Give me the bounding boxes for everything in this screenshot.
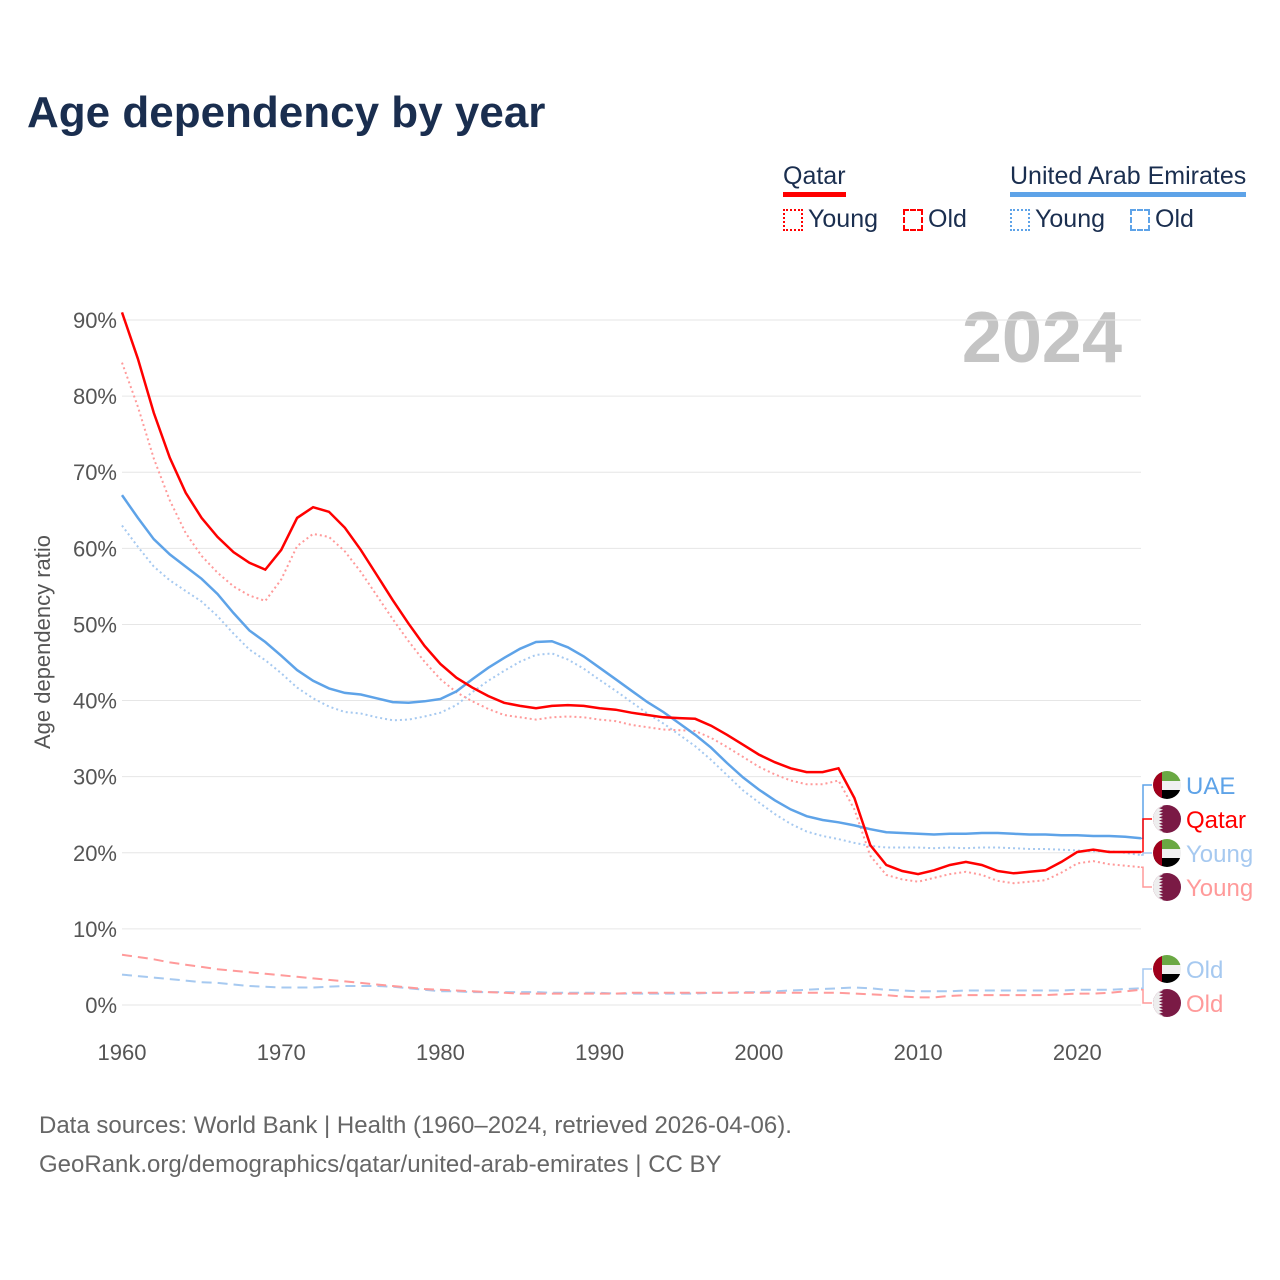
legend-qatar-old[interactable]: Old bbox=[903, 205, 967, 234]
series-line-qatar-old[interactable] bbox=[121, 953, 1142, 999]
qatar-flag-icon bbox=[1153, 873, 1181, 901]
y-tick-label: 0% bbox=[85, 993, 117, 1018]
end-label: Qatar bbox=[1186, 807, 1246, 834]
legend-qatar[interactable]: Qatar bbox=[783, 162, 846, 197]
uae-flag-icon bbox=[1153, 771, 1181, 799]
uae-flag-icon bbox=[1153, 955, 1181, 983]
footer: Data sources: World Bank | Health (1960–… bbox=[39, 1106, 792, 1184]
qatar-flag-icon bbox=[1153, 989, 1181, 1017]
legend-label: Young bbox=[1035, 205, 1105, 233]
uae-flag-icon bbox=[1153, 839, 1181, 867]
x-tick-label: 2020 bbox=[1053, 1040, 1102, 1065]
label-connector bbox=[1141, 852, 1152, 856]
y-tick-label: 10% bbox=[73, 917, 117, 942]
legend-uae[interactable]: United Arab Emirates bbox=[1010, 162, 1247, 197]
source-link[interactable]: GeoRank.org/demographics/qatar/united-ar… bbox=[39, 1151, 722, 1178]
y-tick-label: 90% bbox=[73, 308, 117, 333]
label-connector bbox=[1141, 818, 1152, 853]
label-connector bbox=[1141, 866, 1152, 888]
y-tick-label: 50% bbox=[73, 612, 117, 637]
end-label: Old bbox=[1186, 991, 1223, 1018]
y-tick-label: 20% bbox=[73, 841, 117, 866]
x-tick-label: 1990 bbox=[575, 1040, 624, 1065]
x-tick-label: 1980 bbox=[416, 1040, 465, 1065]
end-label: Young bbox=[1186, 875, 1253, 902]
y-tick-label: 60% bbox=[73, 536, 117, 561]
y-tick-label: 80% bbox=[73, 384, 117, 409]
x-tick-label: 2000 bbox=[734, 1040, 783, 1065]
dashed-swatch-icon bbox=[903, 208, 923, 231]
y-tick-label: 40% bbox=[73, 689, 117, 714]
end-label: Young bbox=[1186, 841, 1253, 868]
legend-uae-old[interactable]: Old bbox=[1130, 205, 1194, 234]
qatar-flag-icon bbox=[1153, 805, 1181, 833]
dashed-swatch-icon bbox=[1130, 208, 1150, 231]
dotted-swatch-icon bbox=[1010, 208, 1030, 231]
label-connector bbox=[1141, 989, 1152, 1004]
year-watermark: 2024 bbox=[962, 298, 1122, 378]
series-line-qatar[interactable] bbox=[120, 311, 1141, 876]
line-chart: 2024 Age dependency ratio 0% 10% 20% 30% 40%… bbox=[30, 298, 1253, 1065]
data-sources: Data sources: World Bank | Health (1960–… bbox=[39, 1112, 792, 1139]
dotted-swatch-icon bbox=[783, 208, 803, 231]
series-line-uae-old[interactable] bbox=[121, 973, 1142, 995]
label-connector bbox=[1141, 784, 1152, 840]
legend-label: Old bbox=[1155, 205, 1194, 233]
chart-title: Age dependency by year bbox=[27, 88, 546, 137]
y-tick-label: 70% bbox=[73, 460, 117, 485]
series-line-uae[interactable] bbox=[120, 494, 1142, 840]
y-axis-label: Age dependency ratio bbox=[30, 535, 55, 749]
legend-uae-young[interactable]: Young bbox=[1010, 205, 1105, 234]
end-label: Old bbox=[1186, 957, 1223, 984]
x-tick-label: 1970 bbox=[257, 1040, 306, 1065]
end-label: UAE bbox=[1186, 773, 1235, 800]
legend-label: Young bbox=[808, 205, 878, 233]
label-connector bbox=[1141, 968, 1152, 990]
x-tick-label: 1960 bbox=[98, 1040, 147, 1065]
y-tick-label: 30% bbox=[73, 765, 117, 790]
series-line-qatar-young[interactable] bbox=[121, 362, 1142, 885]
x-tick-label: 2010 bbox=[894, 1040, 943, 1065]
legend-qatar-young[interactable]: Young bbox=[783, 205, 878, 234]
legend-label: Old bbox=[928, 205, 967, 233]
